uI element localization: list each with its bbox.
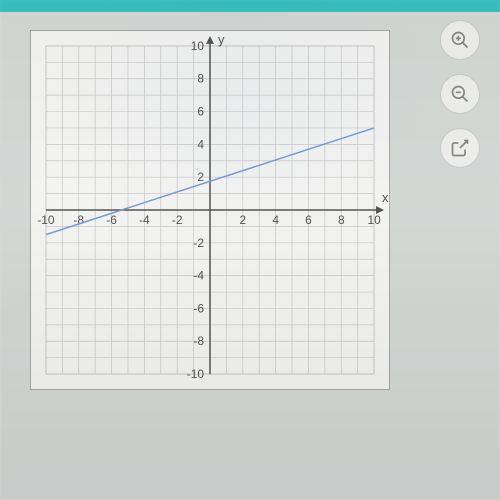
controls-panel <box>440 20 480 168</box>
svg-text:6: 6 <box>305 213 312 227</box>
svg-text:-2: -2 <box>172 213 183 227</box>
svg-text:-4: -4 <box>139 213 150 227</box>
zoom-out-button[interactable] <box>440 74 480 114</box>
svg-text:x: x <box>382 190 389 205</box>
top-bar <box>0 0 500 12</box>
open-external-button[interactable] <box>440 128 480 168</box>
zoom-out-icon <box>450 84 470 104</box>
svg-text:-6: -6 <box>193 301 204 315</box>
svg-text:10: 10 <box>367 213 381 227</box>
svg-text:-8: -8 <box>193 334 204 348</box>
svg-text:2: 2 <box>239 213 246 227</box>
graph-svg: -10-8-6-4-2246810-10-8-6-4-2246810xy <box>31 31 389 389</box>
svg-text:8: 8 <box>197 72 204 86</box>
svg-text:-10: -10 <box>187 367 205 381</box>
svg-text:4: 4 <box>272 213 279 227</box>
zoom-in-icon <box>450 30 470 50</box>
svg-text:6: 6 <box>197 105 204 119</box>
coordinate-graph: -10-8-6-4-2246810-10-8-6-4-2246810xy <box>30 30 390 390</box>
svg-text:-2: -2 <box>193 236 204 250</box>
svg-text:y: y <box>218 32 225 47</box>
svg-text:8: 8 <box>338 213 345 227</box>
svg-text:10: 10 <box>191 39 205 53</box>
svg-text:4: 4 <box>197 137 204 151</box>
svg-text:-10: -10 <box>37 213 55 227</box>
svg-text:2: 2 <box>197 170 204 184</box>
zoom-in-button[interactable] <box>440 20 480 60</box>
svg-text:-4: -4 <box>193 269 204 283</box>
open-external-icon <box>450 138 470 158</box>
